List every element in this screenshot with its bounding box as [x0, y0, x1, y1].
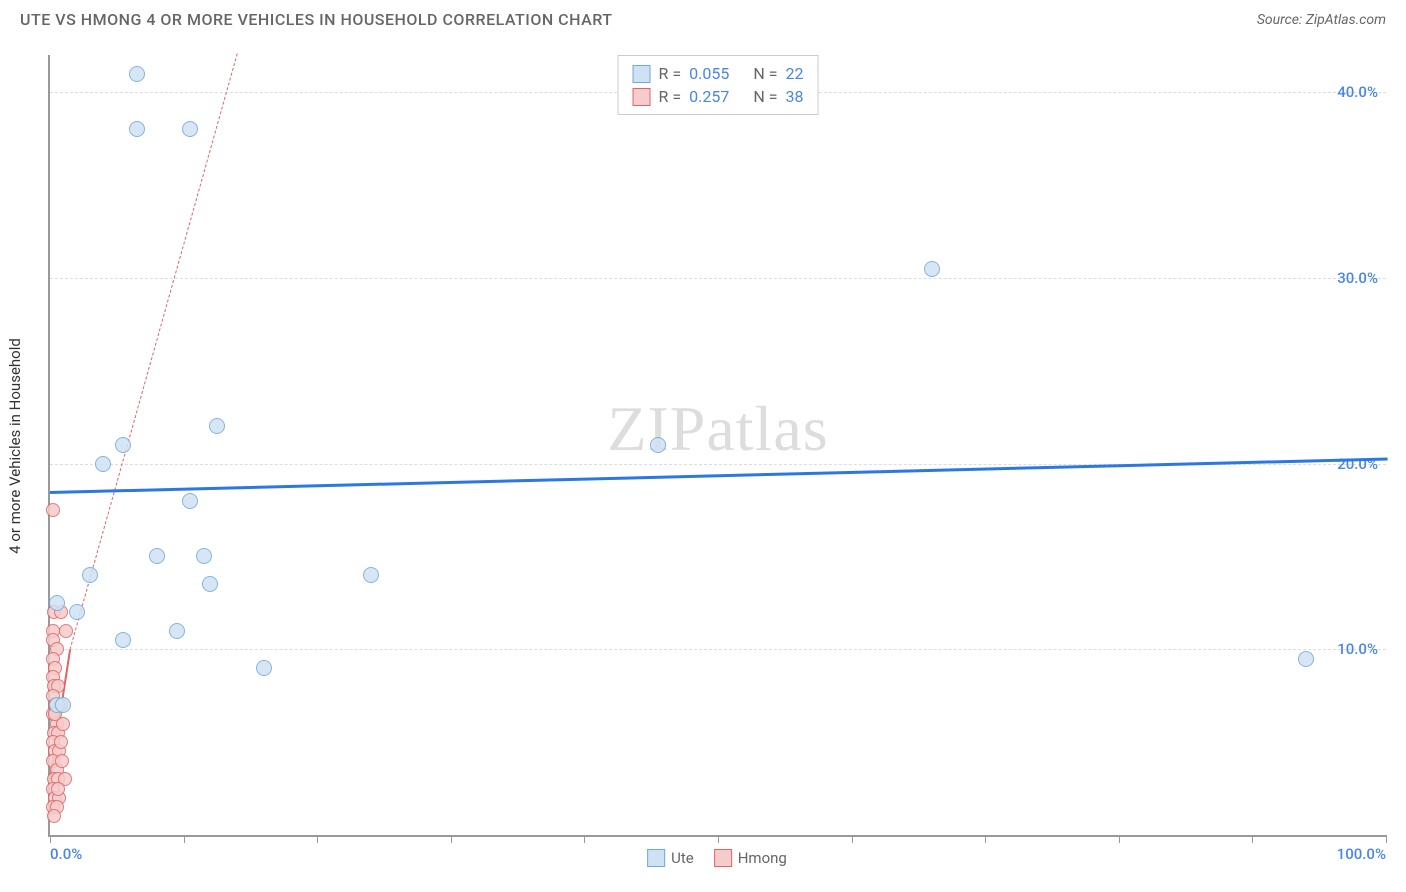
- x-tick: [718, 835, 719, 843]
- scatter-point: [650, 437, 666, 453]
- source-attribution: Source: ZipAtlas.com: [1257, 12, 1386, 28]
- scatter-point: [129, 121, 145, 137]
- legend-row: R = 0.055 N = 22: [633, 62, 804, 85]
- scatter-point: [95, 456, 111, 472]
- legend-label: Ute: [671, 849, 694, 867]
- legend-swatch: [633, 65, 651, 83]
- legend-swatch: [647, 849, 665, 867]
- gridline: [50, 278, 1386, 279]
- scatter-point: [51, 782, 65, 796]
- scatter-point: [363, 567, 379, 583]
- scatter-point: [924, 261, 940, 277]
- n-value: 38: [785, 87, 803, 106]
- scatter-point: [202, 576, 218, 592]
- scatter-point: [54, 735, 68, 749]
- n-label: N =: [753, 87, 777, 106]
- legend-label: Hmong: [738, 849, 787, 867]
- chart-title: UTE VS HMONG 4 OR MORE VEHICLES IN HOUSE…: [20, 10, 613, 29]
- legend-item: Ute: [647, 849, 694, 867]
- scatter-point: [82, 567, 98, 583]
- chart-header: UTE VS HMONG 4 OR MORE VEHICLES IN HOUSE…: [0, 0, 1406, 29]
- x-tick: [1119, 835, 1120, 843]
- legend-row: R = 0.257 N = 38: [633, 85, 804, 108]
- scatter-point: [55, 697, 71, 713]
- x-tick: [317, 835, 318, 843]
- scatter-point: [46, 503, 60, 517]
- scatter-point: [115, 437, 131, 453]
- scatter-point: [256, 660, 272, 676]
- chart-area: ZIPatlas R = 0.055 N = 22 R = 0.257 N = 38 10.0…: [48, 55, 1386, 837]
- y-tick-label: 30.0%: [1337, 269, 1378, 287]
- series-legend: Ute Hmong: [647, 849, 787, 867]
- scatter-point: [209, 418, 225, 434]
- x-tick: [50, 835, 51, 843]
- x-tick: [451, 835, 452, 843]
- x-tick: [1252, 835, 1253, 843]
- scatter-point: [59, 624, 73, 638]
- x-tick-label: 0.0%: [50, 845, 82, 863]
- gridline: [50, 649, 1386, 650]
- legend-item: Hmong: [714, 849, 787, 867]
- r-label: R =: [659, 64, 682, 83]
- plot-region: ZIPatlas R = 0.055 N = 22 R = 0.257 N = 38 10.0…: [48, 55, 1386, 837]
- scatter-point: [182, 493, 198, 509]
- y-tick-label: 40.0%: [1337, 83, 1378, 101]
- r-value: 0.257: [689, 87, 729, 106]
- y-axis-label: 4 or more Vehicles in Household: [6, 338, 24, 554]
- scatter-point: [1298, 651, 1314, 667]
- x-tick: [852, 835, 853, 843]
- scatter-point: [169, 623, 185, 639]
- x-tick: [184, 835, 185, 843]
- n-value: 22: [785, 64, 803, 83]
- scatter-point: [69, 604, 85, 620]
- n-label: N =: [753, 64, 777, 83]
- correlation-legend: R = 0.055 N = 22 R = 0.257 N = 38: [618, 55, 819, 115]
- legend-swatch: [714, 849, 732, 867]
- scatter-point: [115, 632, 131, 648]
- scatter-point: [49, 595, 65, 611]
- r-label: R =: [659, 87, 682, 106]
- x-tick: [985, 835, 986, 843]
- scatter-point: [149, 548, 165, 564]
- y-tick-label: 10.0%: [1337, 640, 1378, 658]
- scatter-point: [55, 754, 69, 768]
- watermark: ZIPatlas: [607, 392, 828, 466]
- scatter-point: [129, 66, 145, 82]
- x-tick: [584, 835, 585, 843]
- x-tick-label: 100.0%: [1337, 845, 1386, 863]
- legend-swatch: [633, 88, 651, 106]
- scatter-point: [47, 809, 61, 823]
- scatter-point: [182, 121, 198, 137]
- scatter-point: [196, 548, 212, 564]
- x-tick: [1386, 835, 1387, 843]
- r-value: 0.055: [689, 64, 729, 83]
